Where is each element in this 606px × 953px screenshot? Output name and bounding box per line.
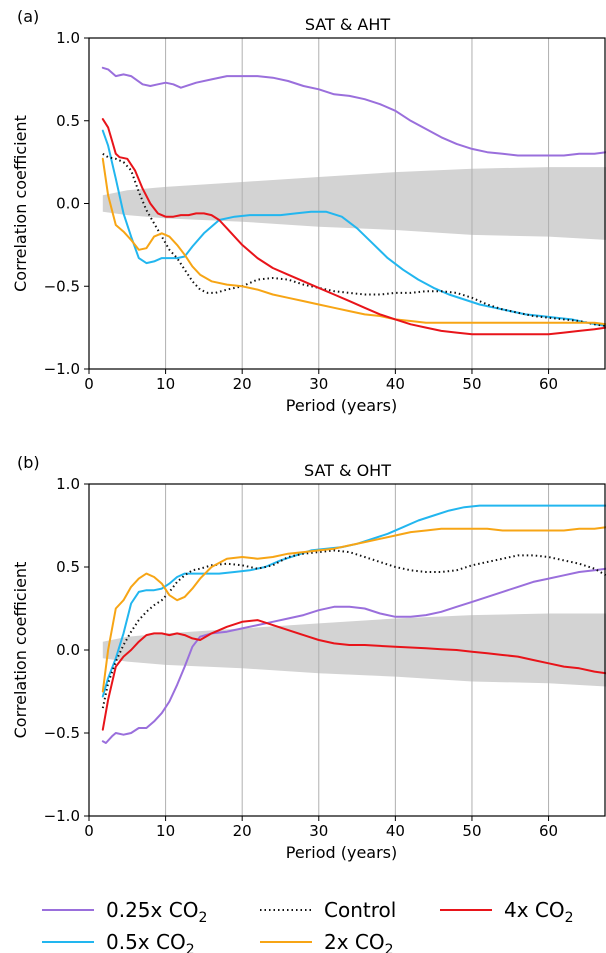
x-tick-label: 10 [156, 375, 175, 393]
legend-label-text: 0.5x CO [106, 930, 186, 953]
chart-title: SAT & AHT [305, 15, 391, 34]
x-tick-label: 0 [84, 375, 94, 393]
y-tick-label: −1.0 [44, 807, 80, 825]
x-tick-label: 60 [539, 375, 558, 393]
y-tick-label: 1.0 [56, 29, 80, 47]
x-tick-label: 0 [84, 822, 94, 840]
significance-band [102, 167, 606, 240]
y-tick-label: 0.5 [56, 558, 80, 576]
series-line-0 [101, 567, 606, 744]
x-axis-label: Period (years) [286, 843, 398, 862]
series-line-1 [101, 129, 606, 327]
x-tick-label: 20 [233, 375, 252, 393]
legend-label-subscript: 2 [385, 942, 394, 953]
panel-label: (b) [17, 453, 40, 472]
y-tick-label: 1.0 [56, 475, 80, 493]
y-axis-label: Correlation coefficient [11, 562, 30, 739]
legend-label-subscript: 2 [186, 942, 195, 953]
x-tick-label: 40 [386, 375, 405, 393]
legend-label-2: 4x CO2 [504, 898, 574, 926]
x-tick-label: 60 [539, 822, 558, 840]
series-line-4 [101, 619, 606, 731]
y-tick-label: 0.5 [56, 112, 80, 130]
series-line-4 [101, 118, 606, 336]
x-tick-label: 50 [462, 822, 481, 840]
series-line-2 [101, 549, 606, 709]
y-tick-label: −0.5 [44, 277, 80, 295]
y-axis-label: Correlation coefficient [11, 115, 30, 292]
x-tick-label: 30 [309, 822, 328, 840]
series-line-3 [101, 157, 606, 326]
panel-a: 0 10 20 30 40 50 60 −1.0 −0.5 0.0 0.5 1.0 SAT & AHT (… [11, 7, 606, 415]
x-tick-label: 20 [233, 822, 252, 840]
legend-label-text: 2x CO [324, 930, 385, 953]
x-tick-label: 50 [462, 375, 481, 393]
y-tick-label: −1.0 [44, 360, 80, 378]
legend-label-text: Control [324, 898, 396, 922]
x-tick-label: 30 [309, 375, 328, 393]
panel-b: 0 10 20 30 40 50 60 −1.0 −0.5 0.0 0.5 1.0 SAT & OHT (… [11, 453, 606, 862]
y-tick-label: 0.0 [56, 195, 80, 213]
legend-label-subscript: 2 [565, 910, 574, 926]
series-line-3 [101, 526, 606, 693]
x-axis-label: Period (years) [286, 396, 398, 415]
x-tick-label: 40 [386, 822, 405, 840]
significance-band [102, 613, 606, 687]
legend-label-4: 2x CO2 [324, 930, 394, 953]
panel-label: (a) [17, 7, 39, 26]
legend-label-3: 0.5x CO2 [106, 930, 195, 953]
y-tick-label: 0.0 [56, 641, 80, 659]
x-tick-label: 10 [156, 822, 175, 840]
chart-title: SAT & OHT [304, 461, 391, 480]
legend-label-text: 0.25x CO [106, 898, 198, 922]
legend-label-1: Control [324, 898, 396, 922]
y-tick-label: −0.5 [44, 724, 80, 742]
series-line-0 [101, 66, 606, 157]
legend-label-subscript: 2 [198, 910, 207, 926]
legend-label-text: 4x CO [504, 898, 565, 922]
legend-label-0: 0.25x CO2 [106, 898, 207, 926]
